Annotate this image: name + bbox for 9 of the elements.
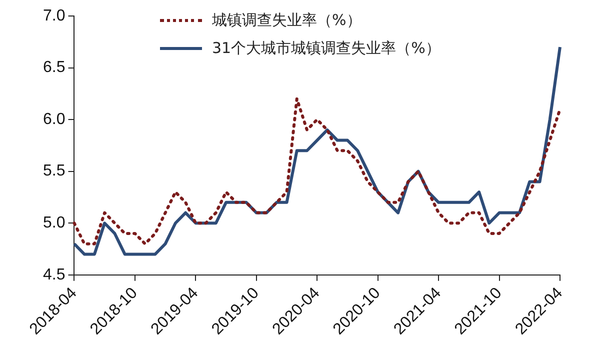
y-tick-label: 6.5 xyxy=(42,59,66,76)
y-tick-label: 5.0 xyxy=(42,214,66,232)
y-tick-label: 6.0 xyxy=(42,110,66,128)
y-tick-label: 7.0 xyxy=(42,7,66,24)
legend-label: 31个大城市城镇调查失业率（%） xyxy=(212,38,440,58)
y-tick-label: 4.5 xyxy=(42,266,66,284)
legend-label: 城镇调查失业率（%） xyxy=(212,10,362,30)
line-series xyxy=(72,97,562,246)
y-tick-label: 5.5 xyxy=(42,162,66,180)
